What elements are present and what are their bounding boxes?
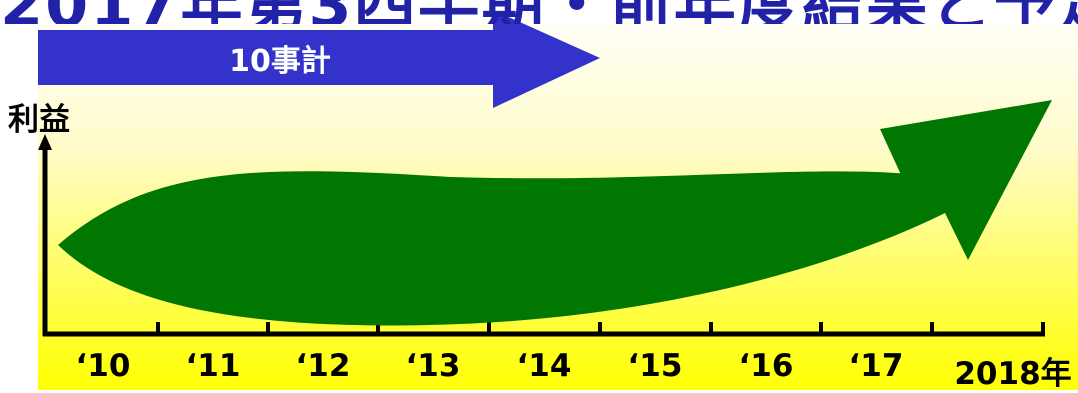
y-axis-arrowhead: [38, 134, 52, 150]
x-tick-label: ‘17: [848, 348, 904, 384]
x-tick-label: ‘12: [295, 348, 351, 384]
y-axis-label: 利益: [8, 102, 70, 138]
plan-arrow-label: 10事計: [229, 44, 331, 79]
title-banner: 2017年第3四半期・前年度結果と予定: [0, 0, 1078, 24]
plan-arrow: [38, 10, 600, 108]
x-tick-label: ‘11: [185, 348, 241, 384]
page-title: 2017年第3四半期・前年度結果と予定: [0, 0, 1078, 24]
x-tick-label: ‘15: [627, 348, 683, 384]
x-tick-label: ‘16: [738, 348, 794, 384]
x-tick-label: 2018年: [954, 356, 1072, 392]
x-tick-label: ‘14: [516, 348, 572, 384]
x-tick-label: ‘13: [405, 348, 461, 384]
x-tick-label: ‘10: [75, 348, 131, 384]
profit-trend-arrow: [58, 100, 1052, 326]
